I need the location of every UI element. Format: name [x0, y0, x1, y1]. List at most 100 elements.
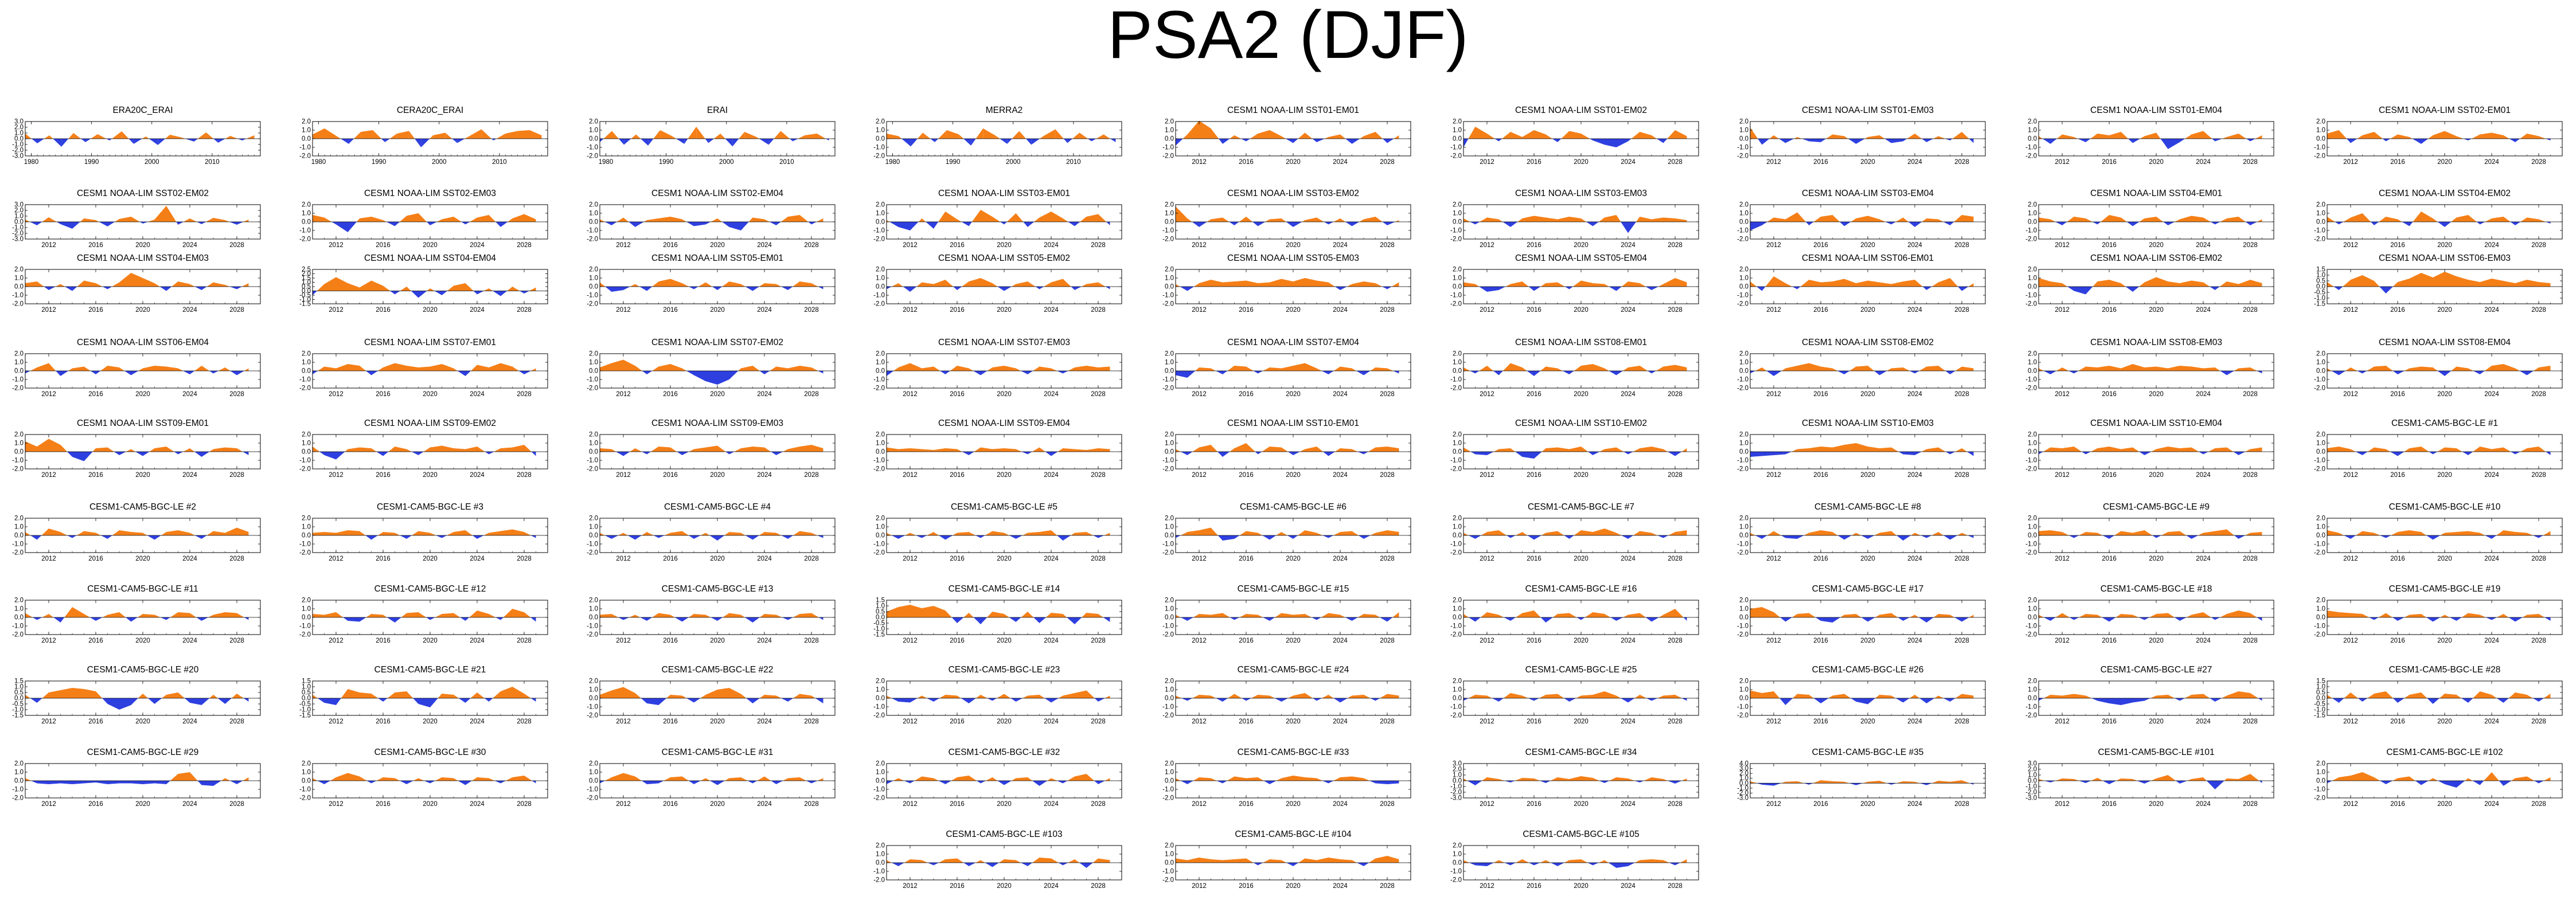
- area-segment: [611, 449, 616, 452]
- area-segment: [1487, 452, 1494, 455]
- area-segment: [2097, 280, 2109, 287]
- area-segment: [1051, 279, 1063, 287]
- area-segment: [1967, 452, 1974, 456]
- x-tick-label: 2012: [903, 391, 918, 398]
- area-segment: [2362, 371, 2367, 374]
- area-segment: [1616, 139, 1628, 147]
- area-segment: [1931, 532, 1938, 535]
- area-segment: [237, 139, 243, 140]
- x-tick-label: 2020: [2437, 555, 2452, 562]
- x-tick-label: 2020: [423, 637, 438, 644]
- area-segment: [1176, 139, 1183, 146]
- area-segment: [494, 448, 501, 452]
- area-segment: [604, 535, 612, 539]
- area-segment: [1250, 134, 1258, 139]
- area-segment: [995, 135, 1000, 139]
- area-segment: [1375, 132, 1383, 139]
- x-tick-label: 2020: [710, 637, 725, 644]
- y-tick-label: 1.0: [1739, 210, 1748, 217]
- area-segment: [1605, 139, 1617, 147]
- x-tick-label: 2020: [1286, 242, 1301, 249]
- area-segment: [1675, 278, 1687, 287]
- area-segment: [2126, 222, 2133, 226]
- area-segment: [926, 222, 934, 229]
- area-segment: [131, 617, 138, 622]
- area-segment: [190, 533, 195, 535]
- area-segment: [1364, 281, 1376, 287]
- y-tick-label: -1.0: [2025, 541, 2037, 548]
- area-segment: [729, 452, 735, 455]
- area-segment: [436, 219, 442, 222]
- area-segment: [1359, 219, 1364, 222]
- area-segment: [434, 291, 442, 295]
- area-segment: [49, 614, 54, 617]
- y-tick-label: -1.0: [873, 292, 885, 299]
- area-segment: [2156, 132, 2161, 139]
- x-tick-label: 2012: [903, 307, 918, 314]
- y-tick-label: -2.0: [12, 385, 24, 392]
- x-tick-label: 2012: [2055, 159, 2070, 166]
- area-segment: [1534, 216, 1546, 222]
- y-tick-label: 2.0: [2316, 515, 2325, 522]
- area-segment: [44, 135, 50, 139]
- area-segment: [407, 213, 419, 222]
- area-segment: [1774, 371, 1782, 376]
- area-segment: [2125, 287, 2133, 292]
- area-segment: [2546, 452, 2551, 455]
- area-segment: [1851, 533, 1856, 535]
- area-segment: [1270, 535, 1277, 540]
- area-segment: [2161, 532, 2168, 535]
- area-segment: [160, 617, 166, 620]
- area-segment: [1938, 136, 1946, 139]
- area-segment: [30, 367, 37, 371]
- y-tick-label: -2.0: [299, 153, 311, 160]
- area-segment: [1762, 535, 1767, 539]
- x-tick-label: 2020: [1574, 242, 1588, 249]
- area-segment: [30, 535, 37, 540]
- area-segment: [1098, 282, 1106, 287]
- y-tick-label: -3.0: [12, 153, 24, 160]
- x-tick-label: 2020: [997, 307, 1012, 314]
- area-segment: [2421, 447, 2429, 452]
- area-segment: [213, 218, 225, 222]
- x-tick-label: 2012: [1480, 472, 1494, 479]
- area-segment: [1317, 368, 1322, 371]
- area-segment: [2509, 139, 2515, 142]
- area-segment: [1480, 217, 1487, 222]
- area-segment: [1051, 212, 1063, 222]
- area-segment: [2362, 275, 2374, 287]
- area-segment: [115, 219, 119, 222]
- area-segment: [623, 287, 630, 290]
- area-segment: [1352, 281, 1364, 287]
- y-tick-label: 0.0: [1165, 449, 1174, 456]
- area-segment: [433, 132, 446, 139]
- area-segment: [2191, 280, 2203, 287]
- area-segment: [2133, 222, 2140, 226]
- y-tick-label: -1.0: [1162, 292, 1174, 299]
- area-segment: [2496, 530, 2504, 535]
- area-segment: [1750, 281, 1757, 287]
- x-tick-label: 2016: [376, 242, 391, 249]
- area-segment: [2327, 282, 2334, 287]
- area-segment: [643, 220, 647, 222]
- area-segment: [1628, 535, 1634, 539]
- area-segment: [1593, 283, 1605, 287]
- area-segment: [1317, 217, 1324, 222]
- area-segment: [898, 448, 910, 452]
- area-segment: [1110, 139, 1116, 142]
- area-segment: [2492, 364, 2504, 371]
- y-tick-label: 1.0: [1453, 275, 1462, 282]
- area-segment: [1558, 282, 1565, 287]
- area-segment: [1821, 447, 1833, 452]
- x-tick-label: 2016: [376, 307, 391, 314]
- area-segment: [1176, 284, 1180, 287]
- area-segment: [1040, 136, 1044, 139]
- area-segment: [611, 287, 623, 292]
- panel-title: CESM1 NOAA-LIM SST05-EM02: [938, 253, 1070, 263]
- x-tick-label: 2024: [1333, 242, 1348, 249]
- area-segment: [923, 132, 931, 139]
- area-segment: [2186, 535, 2192, 539]
- area-segment: [1246, 280, 1258, 287]
